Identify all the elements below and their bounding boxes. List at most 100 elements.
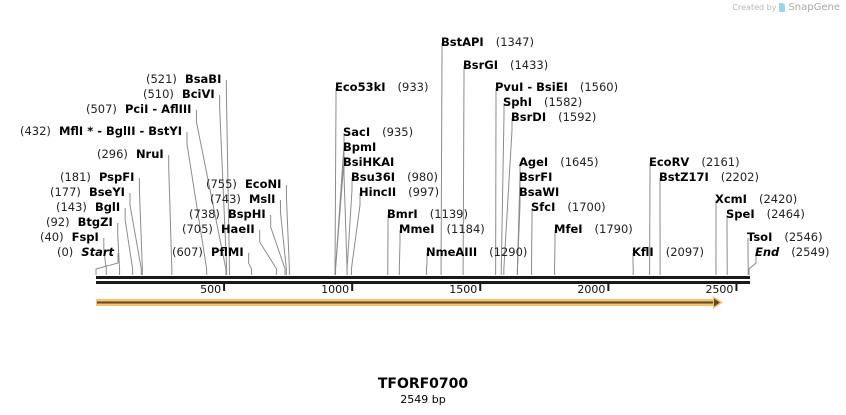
site-label-start[interactable]: (0) Start bbox=[57, 245, 114, 259]
site-position: (2546) bbox=[784, 230, 823, 244]
site-label-bseyi[interactable]: (177) BseYI bbox=[50, 185, 125, 199]
site-name: Start bbox=[81, 245, 115, 259]
site-leader-line bbox=[500, 103, 505, 275]
site-name: BsaBI bbox=[184, 72, 222, 86]
site-name: XcmI bbox=[715, 192, 747, 206]
site-leader-line bbox=[225, 80, 230, 275]
site-label-bsabi[interactable]: (521) BsaBI bbox=[146, 72, 221, 86]
site-leader-line bbox=[279, 200, 287, 275]
site-name: PciI - AflIII bbox=[124, 102, 192, 116]
site-position: (1790) bbox=[594, 222, 633, 236]
site-name: BstAPI bbox=[441, 35, 484, 49]
site-position: (521) bbox=[146, 72, 177, 86]
site-label-bmri[interactable]: BmrI (1139) bbox=[387, 207, 468, 221]
site-label-fspi[interactable]: (40) FspI bbox=[40, 230, 99, 244]
site-label-nrui[interactable]: (296) NruI bbox=[97, 147, 164, 161]
ruler-tick-label: 500 bbox=[200, 283, 222, 296]
sequence-name: TFORF0700 bbox=[377, 376, 469, 392]
site-position: (1347) bbox=[495, 35, 534, 49]
site-label-pvui-bsiei[interactable]: PvuI - BsiEI (1560) bbox=[495, 80, 618, 94]
site-label-bsihkai[interactable]: BsiHKAI bbox=[343, 155, 394, 169]
site-name: MfeI bbox=[554, 222, 583, 236]
site-position: (507) bbox=[86, 102, 117, 116]
site-name: MslI bbox=[248, 192, 276, 206]
site-label-bgli[interactable]: (143) BglI bbox=[56, 200, 120, 214]
site-label-mfli-bglii-bstyi[interactable]: (432) MflI * - BglII - BstYI bbox=[20, 124, 182, 138]
site-name: BseYI bbox=[88, 185, 125, 199]
site-leader-line bbox=[95, 253, 119, 275]
site-leader-line bbox=[503, 118, 513, 275]
site-label-agei[interactable]: AgeI (1645) bbox=[519, 155, 598, 169]
site-name: HincII bbox=[359, 185, 397, 199]
site-label-spei[interactable]: SpeI (2464) bbox=[726, 207, 805, 221]
site-label-tsoi[interactable]: TsoI (2546) bbox=[747, 230, 823, 244]
site-name: BsiHKAI bbox=[343, 155, 395, 169]
site-label-haeii[interactable]: (705) HaeII bbox=[182, 222, 255, 236]
site-label-xcmi[interactable]: XcmI (2420) bbox=[715, 192, 797, 206]
site-leader-line bbox=[259, 230, 278, 275]
site-position: (1184) bbox=[446, 222, 485, 236]
site-name: HaeII bbox=[220, 222, 255, 236]
site-label-bsrgi[interactable]: BsrGI (1433) bbox=[463, 58, 548, 72]
ruler-tick bbox=[351, 284, 354, 291]
site-name: SpeI bbox=[726, 207, 755, 221]
site-name: NruI bbox=[135, 147, 164, 161]
sequence-length: 2549 bp bbox=[400, 393, 446, 406]
ruler-tick bbox=[479, 284, 482, 291]
site-position: (2420) bbox=[758, 192, 798, 206]
site-label-bcivi[interactable]: (510) BciVI bbox=[143, 87, 215, 101]
site-name: BsrGI bbox=[463, 58, 498, 72]
site-label-ecorv[interactable]: EcoRV (2161) bbox=[649, 155, 740, 169]
site-leader-line bbox=[748, 253, 757, 275]
site-position: (1700) bbox=[567, 200, 606, 214]
site-label-eco53ki[interactable]: Eco53kI (933) bbox=[335, 80, 428, 94]
site-name: AgeI bbox=[519, 155, 549, 169]
backbone bbox=[96, 276, 750, 284]
site-label-pspfi[interactable]: (181) PspFI bbox=[60, 170, 134, 184]
ruler-tick-label: 1000 bbox=[321, 283, 350, 296]
site-label-hincii[interactable]: HincII (997) bbox=[359, 185, 439, 199]
site-label-bsrfi[interactable]: BsrFI bbox=[519, 170, 552, 184]
site-leader-line bbox=[285, 185, 290, 275]
site-leader-line bbox=[334, 88, 337, 275]
site-label-nmeaiii[interactable]: NmeAIII (1290) bbox=[426, 245, 527, 259]
site-position: (296) bbox=[97, 147, 128, 161]
site-leader-line bbox=[343, 163, 348, 275]
site-label-sfci[interactable]: SfcI (1700) bbox=[531, 200, 606, 214]
orf-feature-arrow[interactable] bbox=[96, 296, 723, 309]
site-name: SphI bbox=[503, 95, 532, 109]
site-label-sphi[interactable]: SphI (1582) bbox=[503, 95, 582, 109]
site-position: (432) bbox=[20, 124, 51, 138]
site-position: (980) bbox=[407, 170, 439, 184]
site-leader-line bbox=[219, 95, 228, 275]
site-name: End bbox=[755, 245, 780, 259]
site-label-kfli[interactable]: KflI (2097) bbox=[632, 245, 704, 259]
site-label-bsu36i[interactable]: Bsu36I (980) bbox=[351, 170, 438, 184]
site-label-end[interactable]: End (2549) bbox=[755, 245, 830, 259]
site-name: PflMI bbox=[210, 245, 244, 259]
site-label-msli[interactable]: (743) MslI bbox=[210, 192, 275, 206]
site-label-bsawi[interactable]: BsaWI bbox=[519, 185, 559, 199]
site-label-btgzi[interactable]: (92) BtgZI bbox=[46, 215, 113, 229]
site-label-bstapi[interactable]: BstAPI (1347) bbox=[441, 35, 534, 49]
site-label-saci[interactable]: SacI (935) bbox=[343, 125, 413, 139]
site-leader-line bbox=[129, 193, 142, 275]
site-position: (997) bbox=[408, 185, 440, 199]
site-label-pcii-afliii[interactable]: (507) PciI - AflIII bbox=[86, 102, 191, 116]
site-label-bstz17i[interactable]: BstZ17I (2202) bbox=[659, 170, 759, 184]
site-label-econi[interactable]: (755) EcoNI bbox=[206, 177, 281, 191]
site-leader-line bbox=[138, 178, 143, 275]
site-position: (738) bbox=[189, 207, 220, 221]
site-label-bsphi[interactable]: (738) BspHI bbox=[189, 207, 266, 221]
site-leader-line bbox=[425, 253, 428, 275]
site-position: (1433) bbox=[510, 58, 549, 72]
site-name: PvuI - BsiEI bbox=[495, 80, 568, 94]
site-label-bpmi[interactable]: BpmI bbox=[343, 140, 376, 154]
site-label-pflmi[interactable]: (607) PflMI bbox=[172, 245, 244, 259]
site-label-mmei[interactable]: MmeI (1184) bbox=[399, 222, 485, 236]
site-label-mfei[interactable]: MfeI (1790) bbox=[554, 222, 633, 236]
site-position: (1645) bbox=[560, 155, 599, 169]
site-label-bsrdi[interactable]: BsrDI (1592) bbox=[511, 110, 596, 124]
site-name: MmeI bbox=[399, 222, 435, 236]
site-name: SacI bbox=[343, 125, 371, 139]
